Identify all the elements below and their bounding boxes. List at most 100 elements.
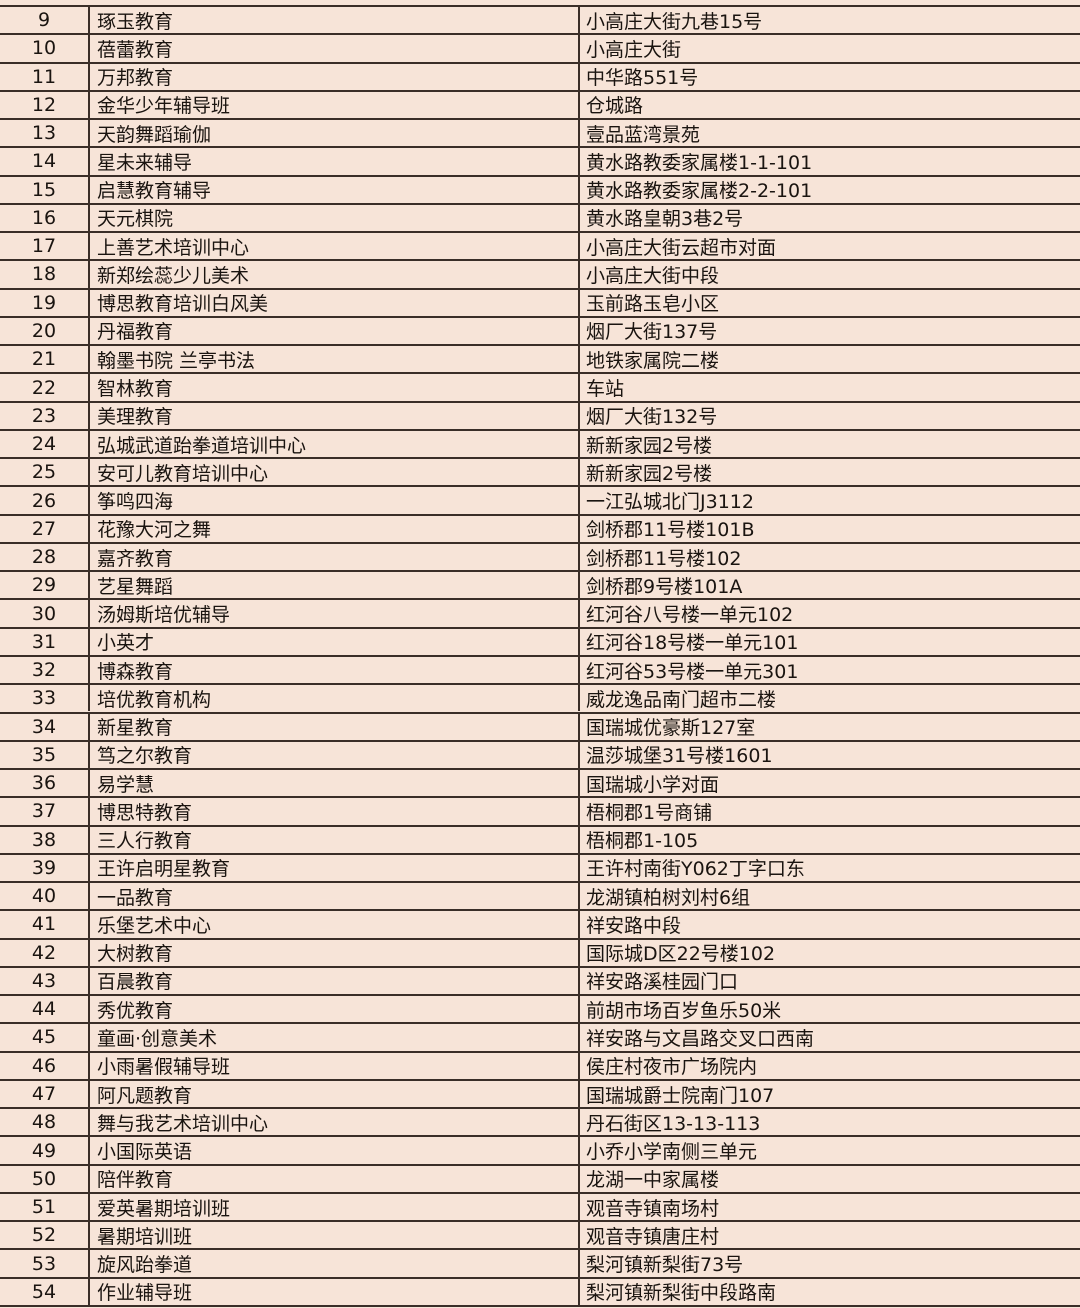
address-cell[interactable]: 祥安路溪桂园门口 (578, 967, 1080, 995)
row-number-cell[interactable]: 21 (31, 348, 57, 371)
institution-name-cell[interactable]: 三人行教育 (88, 826, 578, 853)
institution-name-cell[interactable]: 旋风跆拳道 (88, 1250, 578, 1277)
row-number-cell[interactable]: 34 (31, 715, 57, 738)
institution-name-cell[interactable]: 陪伴教育 (88, 1165, 578, 1192)
address-cell[interactable]: 地铁家属院二楼 (578, 346, 1080, 373)
row-number-cell[interactable]: 41 (31, 913, 57, 936)
institution-name-cell[interactable]: 易学慧 (88, 770, 578, 797)
row-number-cell[interactable]: 26 (31, 489, 57, 512)
institution-name-cell[interactable]: 阿凡题教育 (88, 1080, 578, 1108)
address-cell[interactable]: 梧桐郡1号商铺 (578, 798, 1080, 825)
institution-name-cell[interactable]: 一品教育 (88, 883, 578, 910)
institution-name-cell[interactable]: 博思特教育 (88, 798, 578, 825)
address-cell[interactable]: 祥安路中段 (578, 911, 1080, 938)
address-cell[interactable]: 黄水路教委家属楼2-2-101 (578, 176, 1080, 203)
row-number-cell[interactable]: 49 (31, 1139, 57, 1162)
institution-name-cell[interactable]: 艺星舞蹈 (88, 572, 578, 599)
address-cell[interactable]: 红河谷八号楼一单元102 (578, 600, 1080, 627)
address-cell[interactable]: 龙湖一中家属楼 (578, 1165, 1080, 1192)
row-number-cell[interactable]: 33 (31, 687, 57, 710)
address-cell[interactable]: 国际城D区22号楼102 (578, 939, 1080, 966)
address-cell[interactable]: 小高庄大街 (578, 35, 1080, 62)
institution-name-cell[interactable]: 丹福教育 (88, 317, 578, 345)
row-number-cell[interactable]: 22 (31, 376, 57, 399)
institution-name-cell[interactable]: 汤姆斯培优辅导 (88, 600, 578, 627)
address-cell[interactable]: 红河谷18号楼一单元101 (578, 628, 1080, 655)
institution-name-cell[interactable]: 美理教育 (88, 402, 578, 429)
institution-name-cell[interactable]: 小国际英语 (88, 1137, 578, 1164)
address-cell[interactable]: 小高庄大街中段 (578, 261, 1080, 288)
row-number-cell[interactable]: 53 (31, 1252, 57, 1275)
row-number-cell[interactable]: 10 (31, 37, 57, 60)
institution-name-cell[interactable]: 智林教育 (88, 374, 578, 401)
address-cell[interactable]: 梧桐郡1-105 (578, 826, 1080, 853)
row-number-cell[interactable]: 40 (31, 885, 57, 908)
address-cell[interactable]: 国瑞城小学对面 (578, 770, 1080, 797)
row-number-cell[interactable]: 13 (31, 122, 57, 145)
institution-name-cell[interactable]: 金华少年辅导班 (88, 91, 578, 119)
address-cell[interactable]: 祥安路与文昌路交叉口西南 (578, 1024, 1080, 1051)
address-cell[interactable]: 玉前路玉皂小区 (578, 289, 1080, 316)
row-number-cell[interactable]: 42 (31, 941, 57, 964)
institution-name-cell[interactable]: 培优教育机构 (88, 685, 578, 712)
row-number-cell[interactable]: 31 (31, 630, 57, 653)
row-number-cell[interactable]: 45 (31, 1026, 57, 1049)
row-number-cell[interactable]: 54 (31, 1280, 57, 1303)
address-cell[interactable]: 一江弘城北门J3112 (578, 487, 1080, 514)
institution-name-cell[interactable]: 天韵舞蹈瑜伽 (88, 120, 578, 147)
institution-name-cell[interactable]: 乐堡艺术中心 (88, 911, 578, 938)
institution-name-cell[interactable]: 暑期培训班 (88, 1222, 578, 1249)
address-cell[interactable]: 梨河镇新梨街73号 (578, 1250, 1080, 1277)
institution-name-cell[interactable]: 花豫大河之舞 (88, 515, 578, 542)
institution-name-cell[interactable]: 博思教育培训白风美 (88, 289, 578, 316)
row-number-cell[interactable]: 16 (31, 206, 57, 229)
row-number-cell[interactable]: 50 (31, 1167, 57, 1190)
institution-name-cell[interactable]: 翰墨书院 兰亭书法 (88, 346, 578, 373)
row-number-cell[interactable]: 44 (31, 998, 57, 1021)
institution-name-cell[interactable]: 百晨教育 (88, 967, 578, 995)
institution-name-cell[interactable]: 筝鸣四海 (88, 487, 578, 514)
row-number-cell[interactable]: 52 (31, 1224, 57, 1247)
institution-name-cell[interactable]: 童画·创意美术 (88, 1024, 578, 1051)
address-cell[interactable]: 新新家园2号楼 (578, 430, 1080, 458)
row-number-cell[interactable]: 35 (31, 743, 57, 766)
address-cell[interactable]: 仓城路 (578, 91, 1080, 119)
row-number-cell[interactable]: 11 (31, 65, 57, 88)
address-cell[interactable]: 烟厂大街132号 (578, 402, 1080, 429)
institution-name-cell[interactable]: 博森教育 (88, 656, 578, 684)
institution-name-cell[interactable]: 天元棋院 (88, 204, 578, 232)
institution-name-cell[interactable]: 新星教育 (88, 713, 578, 740)
row-number-cell[interactable]: 29 (31, 574, 57, 597)
institution-name-cell[interactable]: 爱英暑期培训班 (88, 1193, 578, 1221)
address-cell[interactable]: 梨河镇新梨街中段路南 (578, 1278, 1080, 1305)
address-cell[interactable]: 黄水路教委家属楼1-1-101 (578, 148, 1080, 175)
row-number-cell[interactable]: 28 (31, 546, 57, 569)
row-number-cell[interactable]: 38 (31, 828, 57, 851)
institution-name-cell[interactable]: 秀优教育 (88, 996, 578, 1023)
row-number-cell[interactable]: 9 (37, 9, 51, 32)
address-cell[interactable]: 侯庄村夜市广场院内 (578, 1052, 1080, 1079)
row-number-cell[interactable]: 23 (31, 404, 57, 427)
address-cell[interactable]: 壹品蓝湾景苑 (578, 120, 1080, 147)
address-cell[interactable]: 前胡市场百岁鱼乐50米 (578, 996, 1080, 1023)
row-number-cell[interactable]: 32 (31, 659, 57, 682)
institution-name-cell[interactable]: 上善艺术培训中心 (88, 233, 578, 260)
address-cell[interactable]: 观音寺镇唐庄村 (578, 1222, 1080, 1249)
address-cell[interactable]: 丹石街区13-13-113 (578, 1109, 1080, 1136)
institution-name-cell[interactable]: 小英才 (88, 628, 578, 655)
row-number-cell[interactable]: 30 (31, 602, 57, 625)
row-number-cell[interactable]: 36 (31, 772, 57, 795)
institution-name-cell[interactable]: 安可儿教育培训中心 (88, 459, 578, 486)
institution-name-cell[interactable]: 启慧教育辅导 (88, 176, 578, 203)
address-cell[interactable]: 烟厂大街137号 (578, 317, 1080, 345)
institution-name-cell[interactable]: 弘城武道跆拳道培训中心 (88, 430, 578, 458)
row-number-cell[interactable]: 20 (31, 319, 57, 342)
institution-name-cell[interactable]: 大树教育 (88, 939, 578, 966)
row-number-cell[interactable]: 51 (31, 1196, 57, 1219)
institution-name-cell[interactable]: 万邦教育 (88, 63, 578, 90)
row-number-cell[interactable]: 48 (31, 1111, 57, 1134)
row-number-cell[interactable]: 24 (31, 433, 57, 456)
row-number-cell[interactable]: 15 (31, 178, 57, 201)
institution-name-cell[interactable]: 小雨暑假辅导班 (88, 1052, 578, 1079)
address-cell[interactable]: 红河谷53号楼一单元301 (578, 656, 1080, 684)
